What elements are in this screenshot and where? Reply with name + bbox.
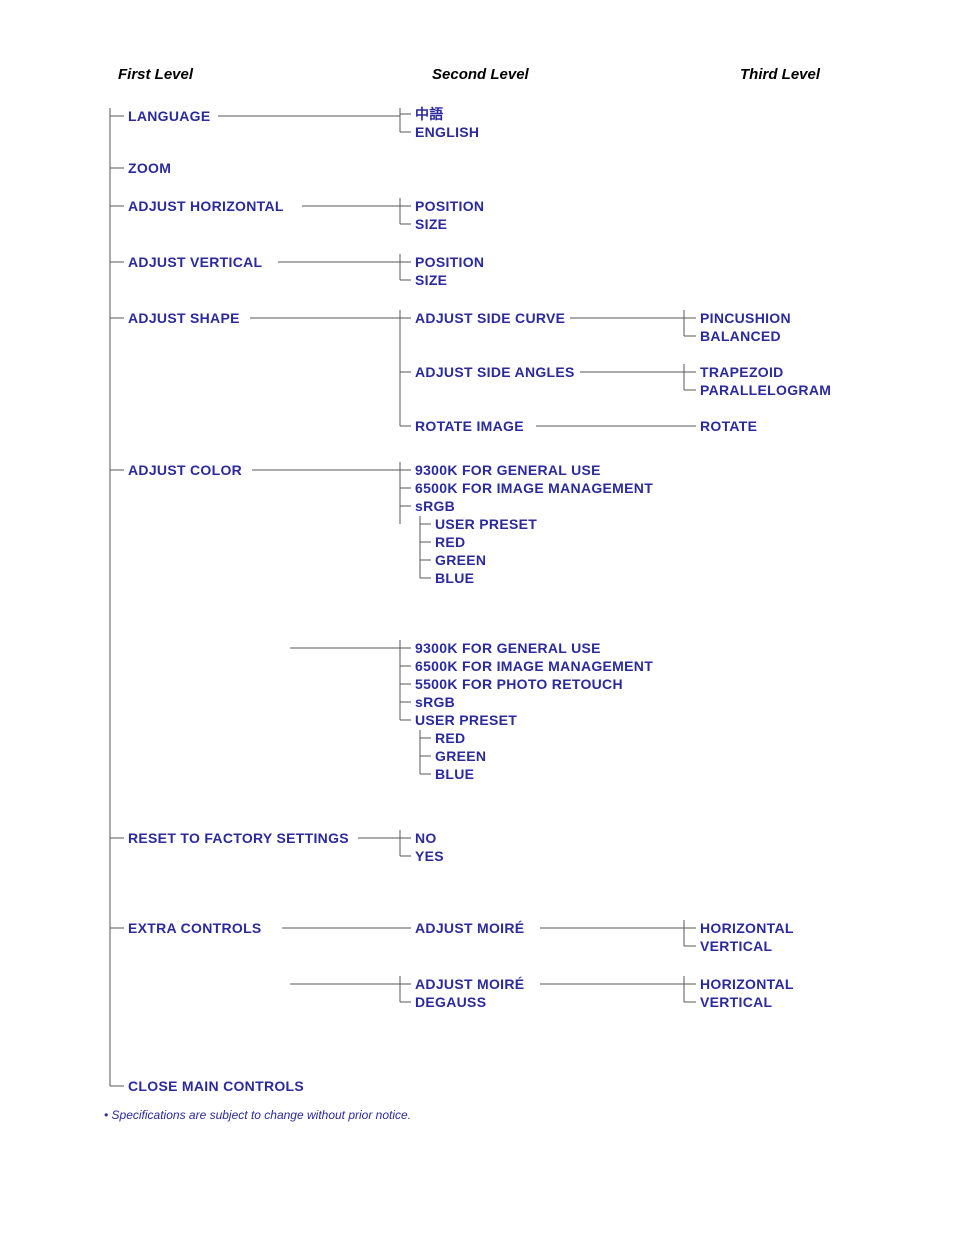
color2-9300k: 9300K FOR GENERAL USE — [415, 640, 601, 656]
adj-h-size: SIZE — [415, 216, 447, 232]
side-curve-balanced: BALANCED — [700, 328, 781, 344]
extra1-adjust-moire: ADJUST MOIRÉ — [415, 920, 524, 936]
l1-adjust-shape: ADJUST SHAPE — [128, 310, 240, 326]
color1-blue: BLUE — [435, 570, 474, 586]
footnote: • Specifications are subject to change w… — [104, 1108, 411, 1122]
extra2-horizontal: HORIZONTAL — [700, 976, 794, 992]
side-angles-trapezoid: TRAPEZOID — [700, 364, 784, 380]
extra1-vertical: VERTICAL — [700, 938, 772, 954]
header-first-level: First Level — [118, 66, 193, 83]
tree-connectors — [0, 0, 954, 1235]
adj-h-position: POSITION — [415, 198, 484, 214]
extra2-degauss: DEGAUSS — [415, 994, 486, 1010]
l1-close: CLOSE MAIN CONTROLS — [128, 1078, 304, 1094]
l1-reset: RESET TO FACTORY SETTINGS — [128, 830, 349, 846]
color2-user-preset: USER PRESET — [415, 712, 517, 728]
shape-side-curve: ADJUST SIDE CURVE — [415, 310, 565, 326]
reset-yes: YES — [415, 848, 444, 864]
color1-9300k: 9300K FOR GENERAL USE — [415, 462, 601, 478]
osd-menu-tree: First Level Second Level Third Level LAN… — [0, 0, 954, 1235]
color2-6500k: 6500K FOR IMAGE MANAGEMENT — [415, 658, 653, 674]
color1-user-preset: USER PRESET — [435, 516, 537, 532]
l1-language: LANGUAGE — [128, 108, 211, 124]
language-opt-1: 中語 — [415, 104, 444, 124]
l1-extra-controls: EXTRA CONTROLS — [128, 920, 262, 936]
color2-green: GREEN — [435, 748, 486, 764]
shape-rotate: ROTATE IMAGE — [415, 418, 524, 434]
color2-red: RED — [435, 730, 465, 746]
color2-srgb: sRGB — [415, 694, 455, 710]
l1-adjust-color: ADJUST COLOR — [128, 462, 242, 478]
color1-srgb: sRGB — [415, 498, 455, 514]
adj-v-position: POSITION — [415, 254, 484, 270]
header-third-level: Third Level — [740, 66, 820, 83]
side-curve-pincushion: PINCUSHION — [700, 310, 791, 326]
rotate-rotate: ROTATE — [700, 418, 757, 434]
reset-no: NO — [415, 830, 437, 846]
shape-side-angles: ADJUST SIDE ANGLES — [415, 364, 575, 380]
side-angles-parallelogram: PARALLELOGRAM — [700, 382, 831, 398]
extra1-horizontal: HORIZONTAL — [700, 920, 794, 936]
color2-5500k: 5500K FOR PHOTO RETOUCH — [415, 676, 623, 692]
language-opt-2: ENGLISH — [415, 124, 479, 140]
color1-green: GREEN — [435, 552, 486, 568]
color1-6500k: 6500K FOR IMAGE MANAGEMENT — [415, 480, 653, 496]
l1-adjust-horizontal: ADJUST HORIZONTAL — [128, 198, 284, 214]
color1-red: RED — [435, 534, 465, 550]
extra2-adjust-moire: ADJUST MOIRÉ — [415, 976, 524, 992]
adj-v-size: SIZE — [415, 272, 447, 288]
l1-zoom: ZOOM — [128, 160, 171, 176]
header-second-level: Second Level — [432, 66, 529, 83]
extra2-vertical: VERTICAL — [700, 994, 772, 1010]
color2-blue: BLUE — [435, 766, 474, 782]
l1-adjust-vertical: ADJUST VERTICAL — [128, 254, 262, 270]
